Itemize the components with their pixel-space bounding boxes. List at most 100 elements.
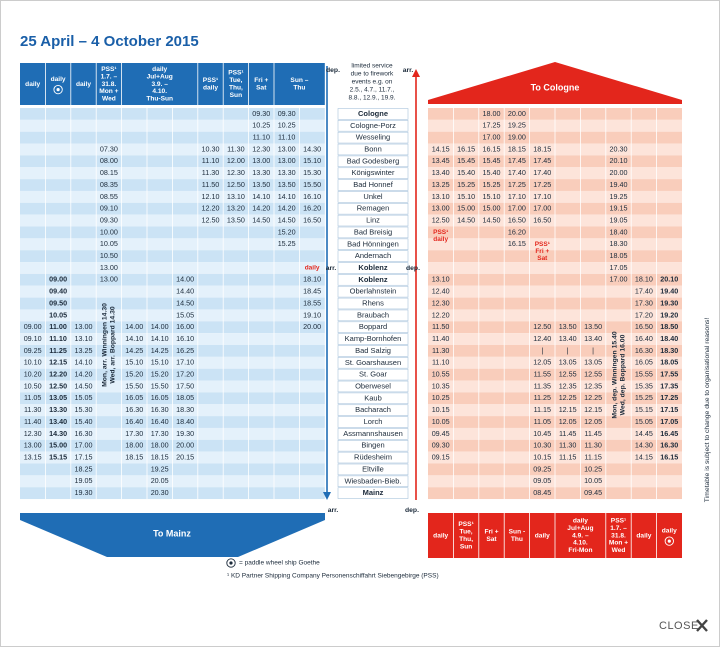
time-cell: 13.50	[227, 215, 245, 224]
time-cell: 09.25	[533, 464, 551, 473]
time-cell: 16.45	[660, 429, 678, 438]
time-cell: 16.30	[635, 346, 653, 355]
time-cell: 14.20	[252, 204, 270, 213]
time-cell: 14.10	[151, 334, 169, 343]
time-cell: 18.40	[610, 227, 628, 236]
header-text: Sun -	[509, 529, 525, 536]
time-cell: 18.15	[533, 144, 551, 153]
time-cell: 09.30	[252, 109, 270, 118]
time-cell: 12.05	[584, 417, 602, 426]
time-cell: 12.40	[432, 287, 450, 296]
time-cell: 15.15	[49, 452, 67, 461]
time-cell: 15.05	[75, 393, 93, 402]
dep-arr-label: arr.	[403, 67, 414, 74]
dep-arr-label: dep.	[405, 507, 419, 514]
time-cell: 19.00	[508, 133, 526, 142]
time-cell: 16.50	[508, 215, 526, 224]
time-cell: 17.15	[660, 405, 678, 414]
time-cell: 18.00	[483, 109, 501, 118]
time-cell: 09.50	[49, 298, 67, 307]
header-text: Fri +	[484, 529, 498, 536]
station-box	[337, 262, 409, 274]
time-cell: 08.55	[100, 192, 118, 201]
time-cell: 13.00	[278, 144, 296, 153]
time-cell: 13.05	[49, 393, 67, 402]
time-cell: 11.25	[49, 346, 67, 355]
time-cell: 12.30	[252, 144, 270, 153]
time-cell: 15.20	[151, 370, 169, 379]
time-cell: 14.00	[176, 275, 194, 284]
time-cell: 09.00	[24, 322, 42, 331]
station-box	[337, 120, 409, 132]
time-cell: 17.05	[660, 417, 678, 426]
time-cell: 13.25	[432, 180, 450, 189]
time-cell: 13.15	[24, 452, 42, 461]
time-cell: 15.00	[49, 441, 67, 450]
time-cell: 10.20	[24, 370, 42, 379]
station-name: Cologne-Porz	[350, 121, 396, 130]
time-cell: 10.50	[24, 381, 42, 390]
close-icon	[696, 619, 708, 632]
time-cell: 18.00	[125, 441, 143, 450]
time-cell: 16.40	[635, 334, 653, 343]
time-cell: 14.00	[125, 322, 143, 331]
time-cell: 19.40	[660, 287, 678, 296]
time-cell: 15.40	[483, 168, 501, 177]
time-cell: 15.10	[303, 156, 321, 165]
time-cell: 16.10	[176, 334, 194, 343]
time-cell: 13.30	[278, 168, 296, 177]
time-cell: 14.30	[49, 429, 67, 438]
time-cell: 10.35	[432, 381, 450, 390]
time-cell: 12.30	[24, 429, 42, 438]
time-cell: 11.40	[432, 334, 449, 343]
time-cell: 11.45	[559, 429, 576, 438]
header-text: Sun	[230, 92, 242, 99]
time-cell: 12.50	[533, 322, 551, 331]
time-cell: 16.50	[303, 215, 321, 224]
station-box	[337, 274, 409, 286]
header-text: Fri-Mon	[568, 547, 592, 554]
time-cell: 16.40	[125, 417, 143, 426]
time-cell: 10.10	[24, 358, 42, 367]
time-cell: 12.20	[432, 310, 450, 319]
time-cell: 08.00	[100, 156, 118, 165]
time-cell: 12.35	[584, 381, 602, 390]
header-text: Thu	[293, 84, 305, 91]
station-name: Bad Hönningen	[347, 239, 399, 248]
time-cell: 17.10	[508, 192, 526, 201]
station-box	[337, 191, 409, 203]
time-cell: 10.45	[533, 429, 551, 438]
time-cell: 19.25	[151, 464, 169, 473]
time-cell: 12.25	[559, 393, 577, 402]
time-cell: 13.50	[252, 180, 270, 189]
time-cell: 13.50	[278, 180, 296, 189]
station-box	[337, 439, 409, 452]
station-box	[337, 392, 409, 405]
station-name: Bad Godesberg	[347, 156, 400, 165]
time-cell: 12.05	[559, 417, 577, 426]
time-cell: 17.00	[533, 204, 551, 213]
station-box	[337, 214, 409, 227]
time-cell: 15.25	[278, 239, 296, 248]
time-cell: 11.40	[24, 417, 41, 426]
time-cell: 11.15	[584, 452, 601, 461]
time-cell: 14.50	[176, 298, 194, 307]
time-cell: 17.00	[508, 204, 526, 213]
time-cell: 11.05	[24, 393, 41, 402]
time-cell: 19.30	[660, 298, 678, 307]
close-button[interactable]: CLOSE	[659, 619, 708, 632]
time-cell: 20.15	[176, 452, 194, 461]
time-cell: 11.10	[49, 334, 67, 343]
time-cell: 15.10	[483, 192, 501, 201]
direction-roof	[428, 62, 682, 104]
flow-head	[412, 69, 420, 77]
time-cell: 16.15	[457, 144, 475, 153]
time-cell: 13.20	[227, 204, 245, 213]
time-cell: 18.05	[176, 393, 194, 402]
header-text: daily	[76, 81, 91, 88]
station-box	[337, 179, 409, 191]
time-cell: 14.50	[457, 215, 475, 224]
time-cell: 14.00	[151, 322, 169, 331]
station-box	[337, 250, 409, 262]
time-cell: 15.50	[303, 180, 321, 189]
